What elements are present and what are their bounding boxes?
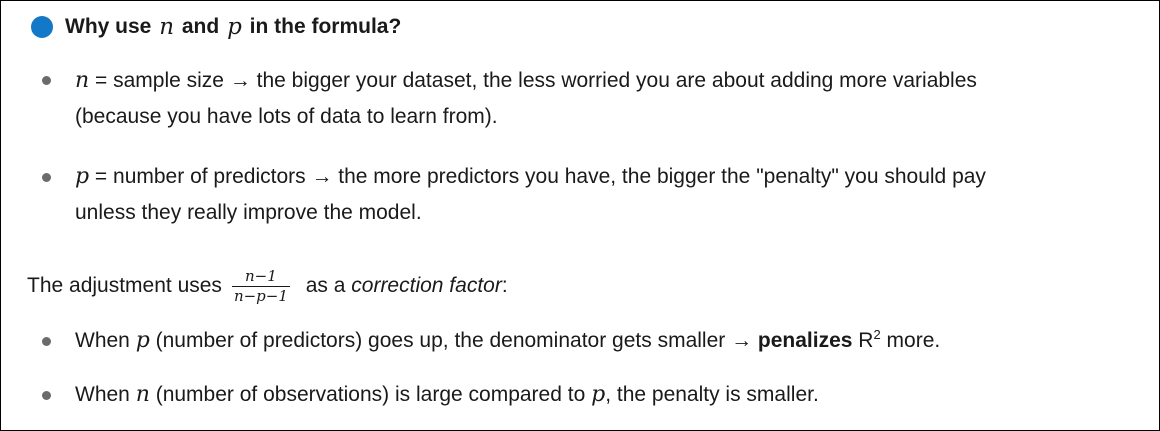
var-n: n	[75, 68, 90, 93]
penalizes-bold: penalizes	[757, 329, 853, 352]
list-item-text-continued: unless they really improve the model.	[75, 201, 422, 224]
var-n: n	[135, 382, 150, 407]
item-prefix: When	[75, 329, 136, 352]
heading-prefix: Why use	[65, 15, 152, 38]
var-p: p	[75, 164, 90, 189]
list-item-n: n = sample size → the bigger your datase…	[75, 63, 1145, 135]
r-squared-label: R	[852, 329, 874, 352]
correction-factor-text: correction factor	[351, 274, 502, 297]
item-mid: (number of observations) is large compar…	[149, 383, 592, 406]
heading-middle: and	[181, 15, 220, 38]
r-squared-exponent: 2	[873, 327, 881, 342]
adjustment-prefix: The adjustment uses	[27, 274, 222, 297]
heading-var-p: p	[227, 14, 242, 40]
list-item-text: = sample size → the bigger your dataset,…	[89, 69, 977, 92]
item-mid: (number of predictors) goes up, the deno…	[149, 329, 758, 352]
bullet-dot-icon	[42, 391, 51, 400]
heading-suffix: in the formula?	[249, 15, 402, 38]
list-item-text-continued: (because you have lots of data to learn …	[75, 105, 498, 128]
list-item-n-large: When n (number of observations) is large…	[75, 377, 1145, 413]
correction-fraction: n−1 n−p−1	[231, 266, 290, 305]
section-heading: Why use n and p in the formula?	[31, 11, 401, 43]
bullet-dot-icon	[42, 337, 51, 346]
adjustment-middle: as a	[299, 274, 352, 297]
blue-circle-icon	[31, 16, 53, 38]
item-suffix: more.	[880, 329, 941, 352]
bullet-dot-icon	[42, 173, 51, 182]
adjustment-suffix: :	[501, 274, 508, 297]
item-suffix: , the penalty is smaller.	[605, 383, 819, 406]
item-prefix: When	[75, 383, 136, 406]
list-item-p: p = number of predictors → the more pred…	[75, 159, 1145, 231]
var-p: p	[591, 382, 606, 407]
fraction-bar	[231, 285, 290, 287]
fraction-numerator: n−1	[245, 266, 277, 285]
adjustment-paragraph: The adjustment uses n−1 n−p−1 as a corre…	[27, 263, 508, 309]
list-item-text: = number of predictors → the more predic…	[89, 165, 986, 188]
bullet-dot-icon	[42, 76, 51, 85]
heading-var-n: n	[159, 14, 175, 40]
list-item-p-increase: When p (number of predictors) goes up, t…	[75, 323, 1145, 359]
var-p: p	[135, 328, 150, 353]
fraction-denominator: n−p−1	[233, 286, 288, 305]
